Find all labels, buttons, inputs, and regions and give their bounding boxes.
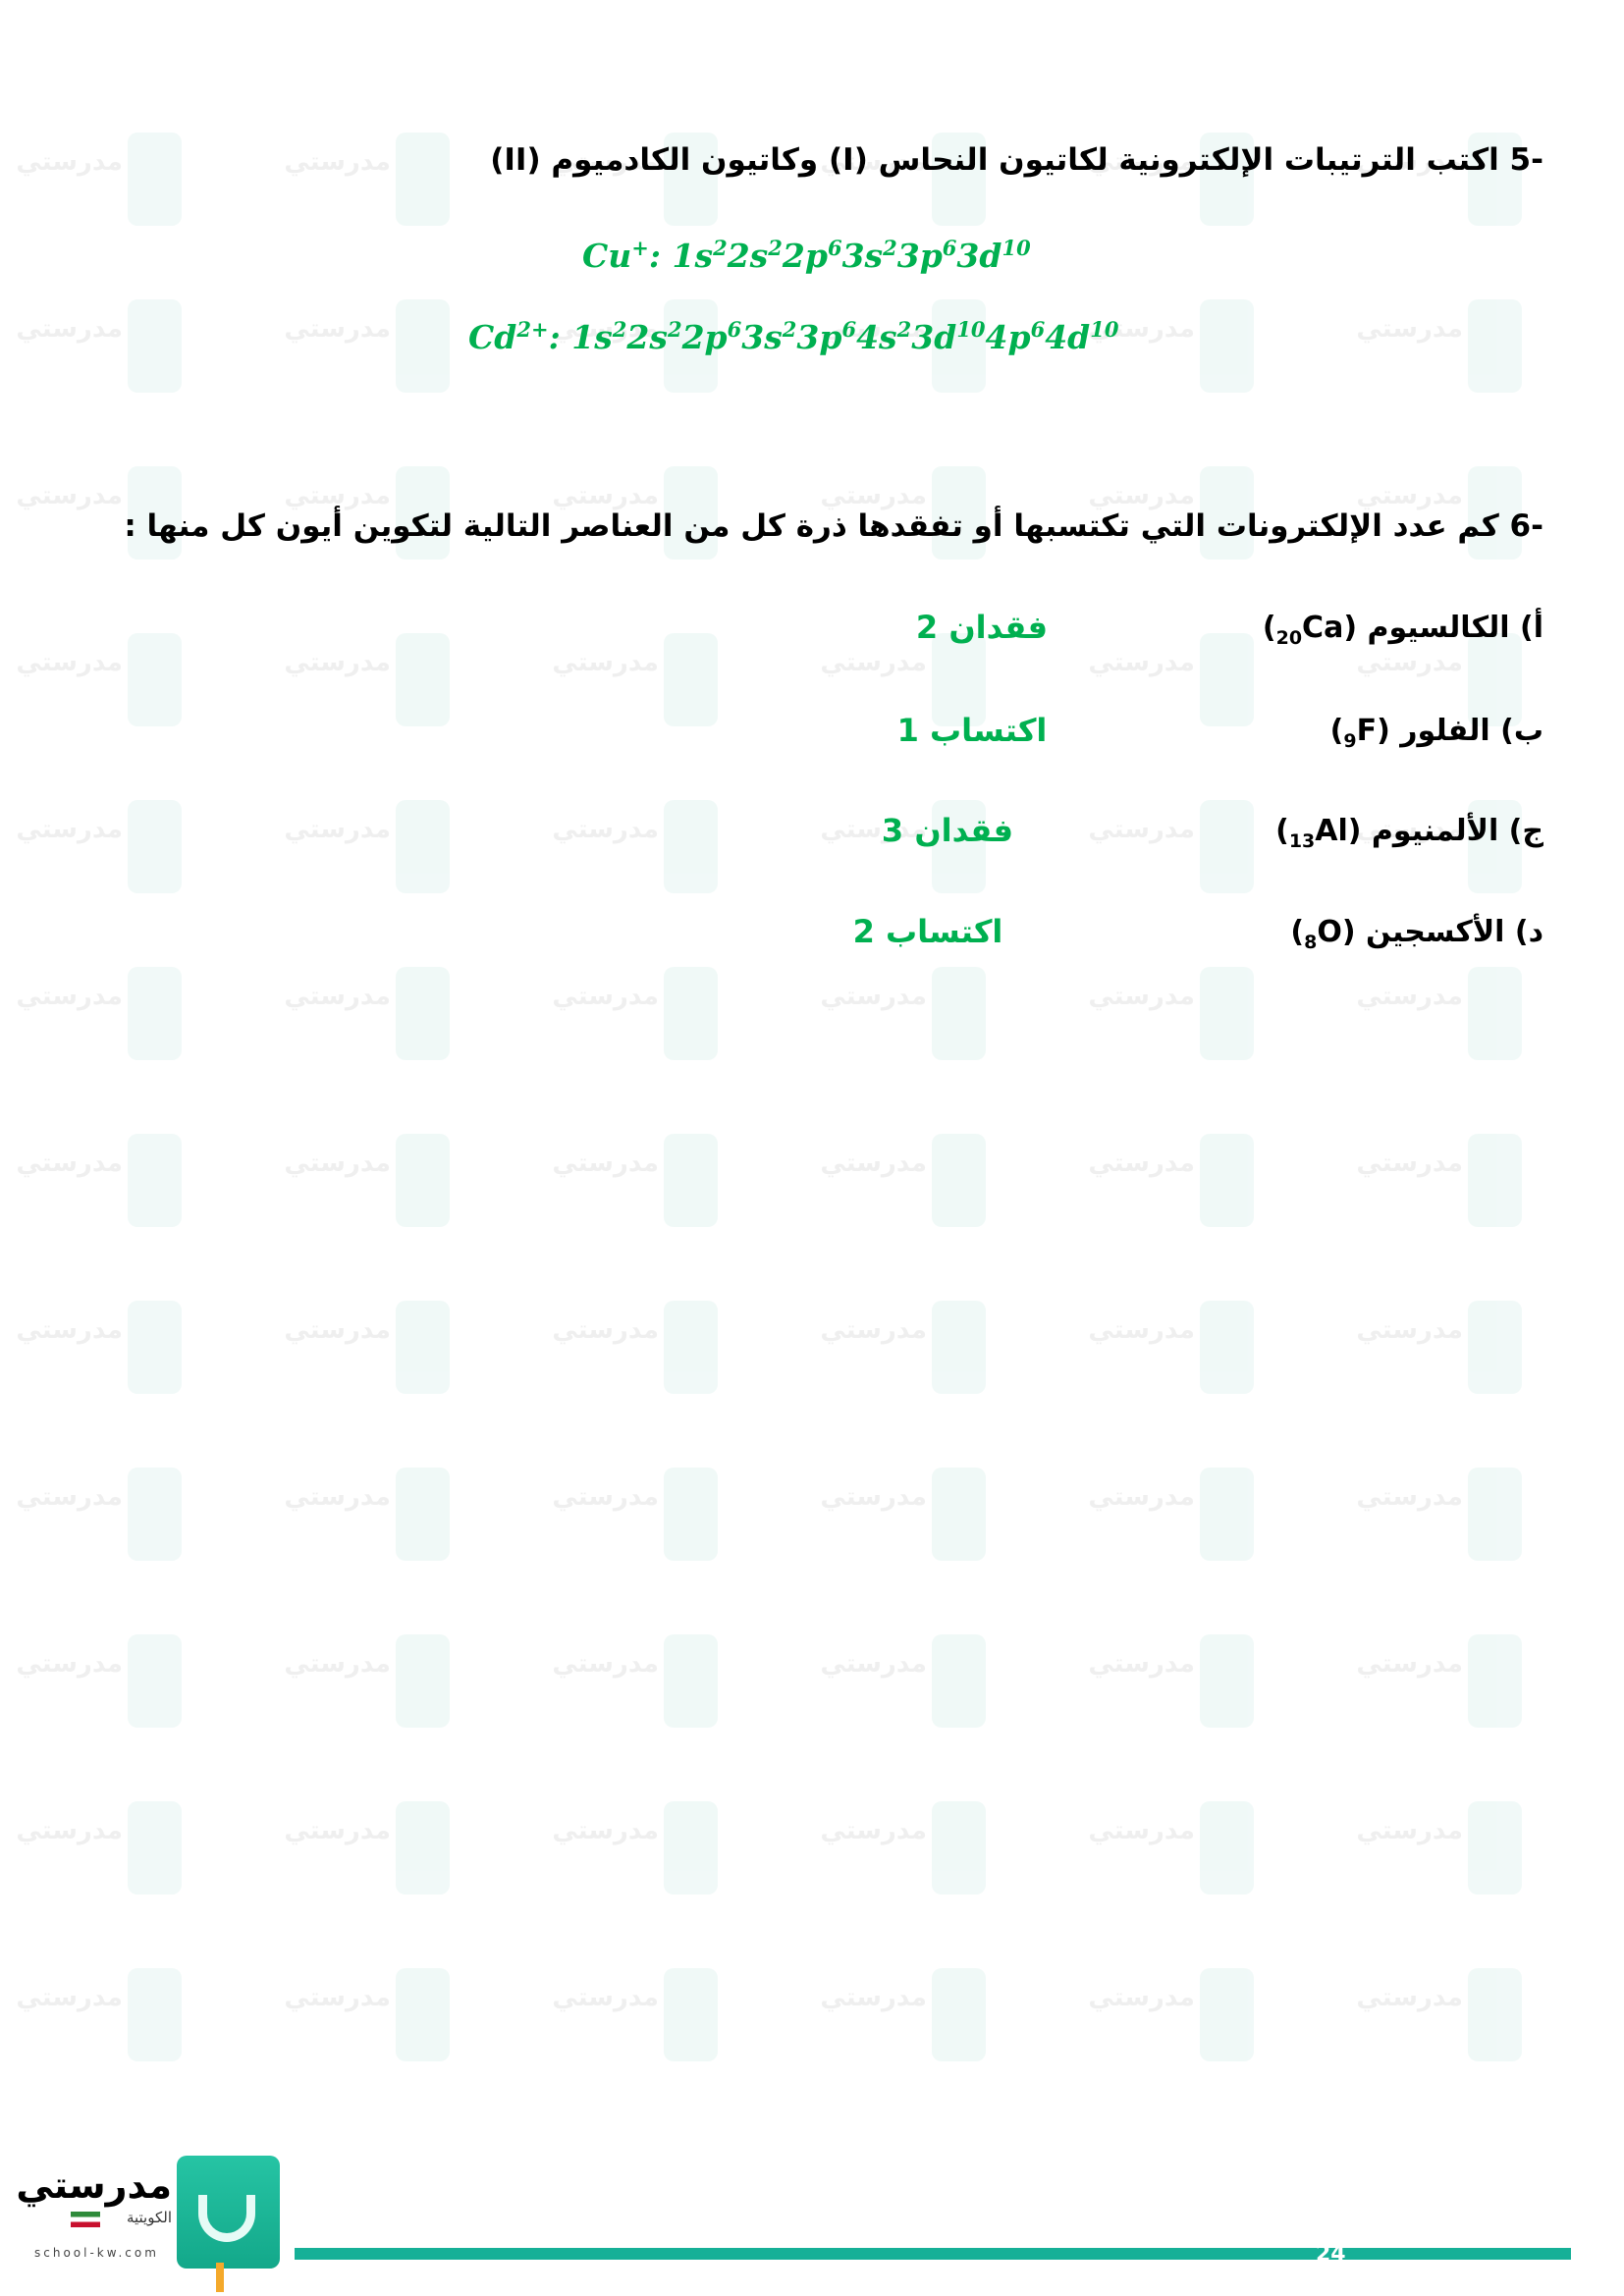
ion-symbol: Cu+ bbox=[582, 236, 649, 275]
watermark-logo: مدرستي bbox=[1356, 1629, 1527, 1747]
watermark-logo: مدرستي bbox=[1356, 1296, 1527, 1414]
watermark-logo: مدرستي bbox=[16, 962, 187, 1080]
watermark-logo: مدرستي bbox=[1088, 1129, 1259, 1247]
orbital: 1s2 bbox=[571, 317, 627, 356]
question-number: -6 bbox=[1509, 508, 1543, 544]
watermark-logo: مدرستي bbox=[284, 294, 455, 412]
watermark-logo: مدرستي bbox=[284, 962, 455, 1080]
watermark-logo: مدرستي bbox=[1356, 1796, 1527, 1914]
watermark-logo: مدرستي bbox=[1356, 962, 1527, 1080]
watermark-logo: مدرستي bbox=[820, 1796, 991, 1914]
watermark-logo: مدرستي bbox=[552, 1963, 723, 2081]
watermark-logo: مدرستي bbox=[284, 1629, 455, 1747]
watermark-logo: مدرستي bbox=[552, 1463, 723, 1580]
answer-text: اكتساب 2 bbox=[852, 913, 1003, 950]
watermark-logo: مدرستي bbox=[16, 1129, 187, 1247]
question-text: اكتب الترتيبات الإلكترونية لكاتيون النحا… bbox=[490, 142, 1499, 178]
watermark-logo: مدرستي bbox=[820, 1463, 991, 1580]
watermark-logo: مدرستي bbox=[820, 1296, 991, 1414]
orbital: 3p6 bbox=[896, 236, 957, 275]
watermark-logo: مدرستي bbox=[16, 1463, 187, 1580]
answer-text: فقدان 2 bbox=[915, 609, 1049, 646]
watermark-logo: مدرستي bbox=[1356, 1129, 1527, 1247]
watermark-logo: مدرستي bbox=[16, 128, 187, 245]
question-5: -5 اكتب الترتيبات الإلكترونية لكاتيون ال… bbox=[490, 142, 1543, 178]
watermark-logo: مدرستي bbox=[16, 1796, 187, 1914]
watermark-logo: مدرستي bbox=[16, 1629, 187, 1747]
cd-ion-configuration: Cd2+: 1s22s22p63s23p64s23d104p64d10 bbox=[468, 317, 1119, 356]
logo-name: مدرستي bbox=[16, 2163, 172, 2207]
watermark-logo: مدرستي bbox=[16, 795, 187, 913]
logo-subtitle: الكويتية bbox=[126, 2209, 172, 2226]
pencil-icon bbox=[216, 2263, 224, 2292]
watermark-logo: مدرستي bbox=[284, 1129, 455, 1247]
watermark-logo: مدرستي bbox=[552, 1629, 723, 1747]
orbital: 2s2 bbox=[727, 236, 783, 275]
watermark-logo: مدرستي bbox=[1356, 1463, 1527, 1580]
watermark-logo: مدرستي bbox=[16, 1963, 187, 2081]
orbital: 4p6 bbox=[985, 317, 1046, 356]
orbital: 3d10 bbox=[911, 317, 986, 356]
watermark-logo: مدرستي bbox=[552, 1296, 723, 1414]
orbital: 1s2 bbox=[672, 236, 728, 275]
watermark-logo: مدرستي bbox=[1088, 1796, 1259, 1914]
watermark-logo: مدرستي bbox=[1088, 294, 1259, 412]
page-number: 24 bbox=[1316, 2242, 1346, 2267]
watermark-logo: مدرستي bbox=[820, 1963, 991, 2081]
watermark-logo: مدرستي bbox=[1088, 795, 1259, 913]
element-label: ج) الألمنيوم (13Al) bbox=[1275, 814, 1543, 852]
watermark-logo: مدرستي bbox=[1356, 795, 1527, 913]
watermark-logo: مدرستي bbox=[284, 128, 455, 245]
element-label: أ) الكالسيوم (20Ca) bbox=[1262, 611, 1543, 649]
orbital: 3d10 bbox=[956, 236, 1031, 275]
orbital: 2p6 bbox=[782, 236, 842, 275]
watermark-logo: مدرستي bbox=[1088, 1629, 1259, 1747]
orbital: 2p6 bbox=[681, 317, 742, 356]
watermark-logo: مدرستي bbox=[16, 628, 187, 746]
orbital: 2s2 bbox=[626, 317, 682, 356]
watermark-logo: مدرستي bbox=[16, 294, 187, 412]
watermark-logo: مدرستي bbox=[552, 1796, 723, 1914]
ion-symbol: Cd2+ bbox=[468, 317, 549, 356]
footer-bar bbox=[295, 2248, 1571, 2260]
element-label: د) الأكسجين (8O) bbox=[1290, 915, 1543, 953]
watermark-logo: مدرستي bbox=[1088, 962, 1259, 1080]
watermark-logo: مدرستي bbox=[284, 1963, 455, 2081]
watermark-logo: مدرستي bbox=[1088, 1463, 1259, 1580]
watermark-logo: مدرستي bbox=[284, 1796, 455, 1914]
kuwait-flag-icon bbox=[71, 2212, 100, 2227]
orbital: 3s2 bbox=[741, 317, 797, 356]
orbital: 3p6 bbox=[796, 317, 857, 356]
watermark-logo: مدرستي bbox=[1088, 1296, 1259, 1414]
watermark-logo: مدرستي bbox=[1356, 294, 1527, 412]
watermark-logo: مدرستي bbox=[820, 1629, 991, 1747]
watermark-logo: مدرستي bbox=[820, 962, 991, 1080]
logo-url: school-kw.com bbox=[34, 2246, 159, 2260]
watermark-logo: مدرستي bbox=[820, 1129, 991, 1247]
watermark-logo: مدرستي bbox=[552, 628, 723, 746]
question-number: -5 bbox=[1509, 142, 1543, 178]
orbital: 4s2 bbox=[856, 317, 912, 356]
watermark-logo: مدرستي bbox=[284, 1296, 455, 1414]
watermark-logo: مدرستي bbox=[1088, 628, 1259, 746]
question-6: -6 كم عدد الإلكترونات التي تكتسبها أو تف… bbox=[124, 508, 1543, 544]
question-text: كم عدد الإلكترونات التي تكتسبها أو تفقده… bbox=[124, 508, 1499, 544]
answer-text: اكتساب 1 bbox=[896, 712, 1048, 749]
answer-text: فقدان 3 bbox=[881, 812, 1014, 849]
watermark-logo: مدرستي bbox=[284, 628, 455, 746]
watermark-logo: مدرستي bbox=[1088, 1963, 1259, 2081]
cu-ion-configuration: Cu+: 1s22s22p63s23p63d10 bbox=[582, 236, 1031, 275]
orbital: 4d10 bbox=[1045, 317, 1119, 356]
school-logo-icon bbox=[177, 2156, 280, 2269]
watermark-logo: مدرستي bbox=[552, 1129, 723, 1247]
watermark-logo: مدرستي bbox=[552, 795, 723, 913]
watermark-logo: مدرستي bbox=[284, 1463, 455, 1580]
watermark-logo: مدرستي bbox=[1356, 1963, 1527, 2081]
watermark-logo: مدرستي bbox=[552, 962, 723, 1080]
orbital: 3s2 bbox=[841, 236, 897, 275]
watermark-logo: مدرستي bbox=[284, 795, 455, 913]
element-label: ب) الفلور (9F) bbox=[1329, 714, 1543, 752]
watermark-logo: مدرستي bbox=[16, 1296, 187, 1414]
